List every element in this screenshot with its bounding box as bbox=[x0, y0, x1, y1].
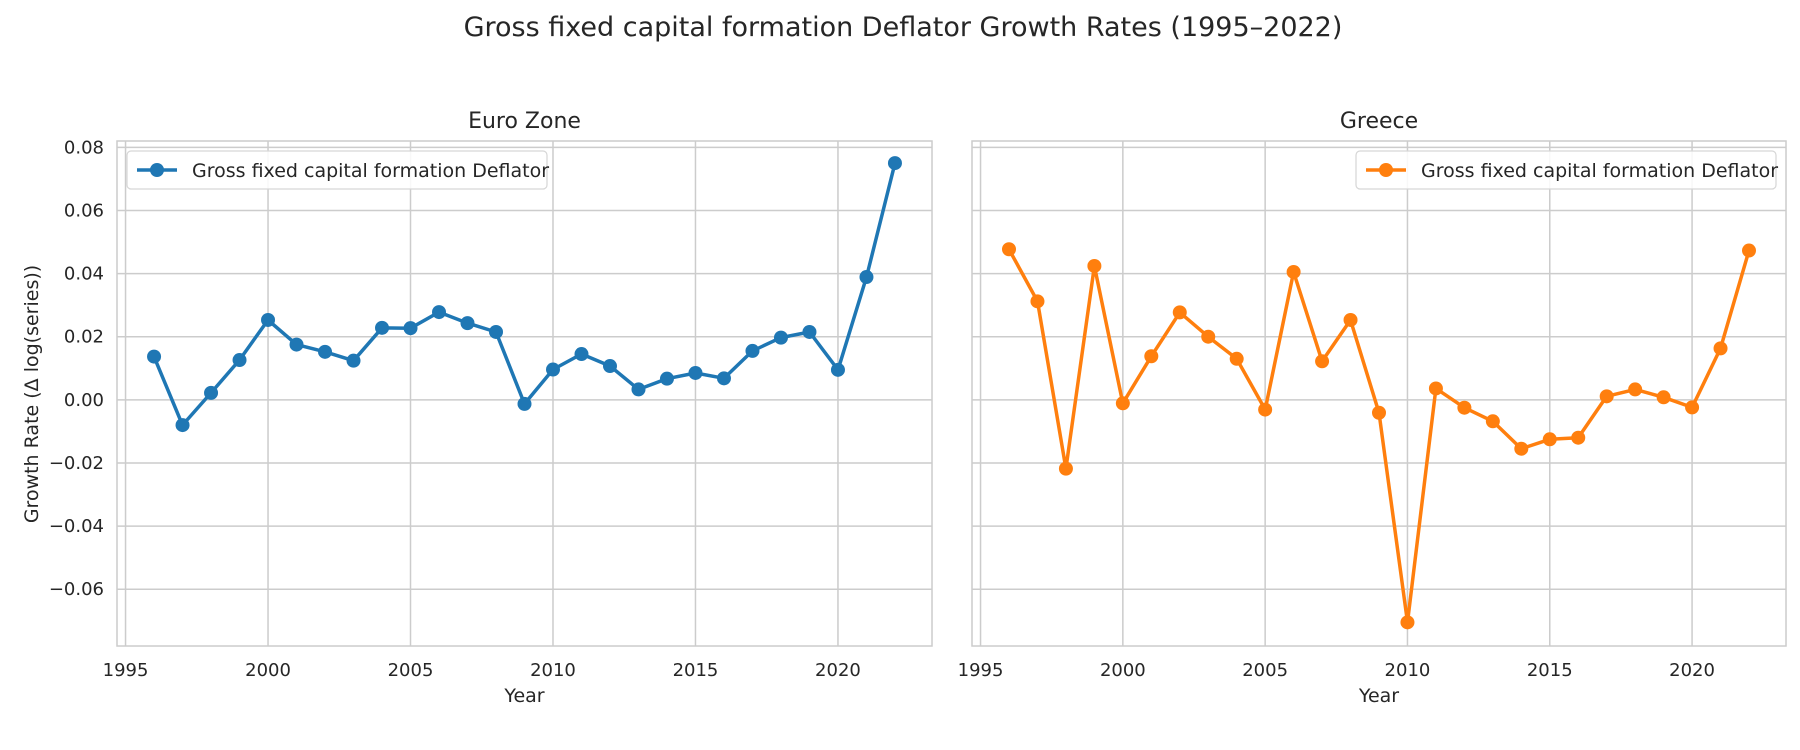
data-point bbox=[1656, 390, 1671, 405]
data-point bbox=[1514, 441, 1529, 456]
data-point bbox=[1400, 615, 1415, 630]
x-tick-label: 1995 bbox=[103, 660, 149, 681]
y-tick-label: −0.04 bbox=[49, 516, 104, 537]
data-point bbox=[1343, 312, 1358, 327]
data-point bbox=[802, 324, 817, 339]
data-point bbox=[517, 396, 532, 411]
legend-label: Gross fixed capital formation Deflator bbox=[1421, 160, 1778, 182]
data-point bbox=[688, 365, 703, 380]
data-point bbox=[1058, 461, 1073, 476]
y-tick-label: −0.02 bbox=[49, 453, 104, 474]
data-point bbox=[859, 270, 874, 285]
data-point bbox=[1428, 381, 1443, 396]
data-point bbox=[1542, 432, 1557, 447]
data-point bbox=[204, 385, 219, 400]
x-tick-label: 2020 bbox=[815, 660, 861, 681]
data-point bbox=[1742, 243, 1756, 258]
data-point bbox=[1002, 242, 1016, 257]
data-point bbox=[232, 353, 247, 368]
data-point bbox=[1030, 294, 1045, 309]
data-point bbox=[830, 362, 845, 377]
data-point bbox=[403, 321, 418, 336]
data-point bbox=[289, 337, 304, 352]
plot-area bbox=[117, 141, 932, 646]
data-point bbox=[261, 312, 276, 327]
legend-box bbox=[126, 150, 548, 190]
data-point bbox=[1115, 396, 1130, 411]
x-tick-label: 2005 bbox=[1242, 660, 1288, 681]
panel-euro-zone: 1995 2000 2005 2010 2015 2020 −0.06 −0.04 −0.02 0… bbox=[49, 109, 933, 707]
data-point bbox=[1685, 400, 1700, 415]
x-tick-label: 2010 bbox=[530, 660, 576, 681]
data-point bbox=[1599, 389, 1614, 404]
y-tick-label: 0.02 bbox=[64, 327, 104, 348]
data-point bbox=[1571, 430, 1586, 445]
data-point bbox=[1485, 414, 1500, 429]
data-point bbox=[175, 418, 190, 433]
x-tick-label: 2000 bbox=[1100, 660, 1146, 681]
data-point bbox=[887, 156, 902, 171]
data-point bbox=[1172, 305, 1187, 320]
y-tick-label: 0.00 bbox=[64, 390, 104, 411]
data-point bbox=[602, 359, 617, 374]
x-tick-label: 2000 bbox=[245, 660, 291, 681]
data-point bbox=[147, 349, 162, 364]
panel-title: Euro Zone bbox=[468, 109, 581, 134]
x-tick-label: 1995 bbox=[958, 660, 1004, 681]
x-tick-label: 2015 bbox=[673, 660, 719, 681]
figure-title: Gross fixed capital formation Deflator G… bbox=[464, 12, 1343, 43]
legend-marker bbox=[1379, 163, 1393, 177]
data-point bbox=[773, 330, 788, 345]
x-axis-label: Year bbox=[1358, 685, 1399, 707]
data-point bbox=[1286, 264, 1301, 279]
x-tick-label: 2010 bbox=[1385, 660, 1431, 681]
data-point bbox=[1144, 349, 1159, 364]
x-tick-label: 2020 bbox=[1669, 660, 1715, 681]
panel-title: Greece bbox=[1340, 109, 1418, 134]
data-point bbox=[1628, 382, 1643, 397]
y-axis-label: Growth Rate (Δ log(series)) bbox=[21, 265, 43, 523]
y-tick-label: 0.04 bbox=[64, 264, 104, 285]
data-point bbox=[1229, 351, 1244, 366]
data-point bbox=[346, 353, 361, 368]
data-point bbox=[318, 344, 333, 359]
y-tick-label: 0.08 bbox=[64, 137, 104, 158]
data-point bbox=[1258, 402, 1273, 417]
panel-greece: 1995 2000 2005 2010 2015 2020 Greece Year Gross … bbox=[958, 109, 1787, 707]
data-point bbox=[1713, 341, 1728, 356]
axes-frame bbox=[971, 140, 1787, 647]
data-point bbox=[1315, 354, 1330, 369]
data-point bbox=[375, 320, 390, 335]
legend: Gross fixed capital formation Deflator bbox=[1355, 150, 1778, 190]
x-axis-label: Year bbox=[503, 685, 544, 707]
axes-frame bbox=[116, 140, 933, 647]
y-tick-label: 0.06 bbox=[64, 200, 104, 221]
data-point bbox=[489, 324, 504, 339]
data-point bbox=[1087, 258, 1102, 273]
y-tick-label: −0.06 bbox=[49, 579, 104, 600]
data-point bbox=[659, 371, 674, 386]
data-point bbox=[1457, 400, 1472, 415]
data-point bbox=[1372, 405, 1386, 420]
data-point bbox=[460, 316, 475, 331]
legend-marker bbox=[150, 163, 164, 177]
data-point bbox=[574, 347, 589, 362]
data-point bbox=[1201, 329, 1216, 344]
legend-label: Gross fixed capital formation Deflator bbox=[192, 160, 549, 182]
x-tick-label: 2015 bbox=[1527, 660, 1573, 681]
data-point bbox=[545, 362, 560, 377]
data-point bbox=[716, 371, 731, 386]
data-point bbox=[432, 305, 447, 320]
legend: Gross fixed capital formation Deflator bbox=[126, 150, 549, 190]
data-point bbox=[745, 343, 760, 358]
legend-box bbox=[1355, 150, 1777, 190]
data-point bbox=[631, 382, 646, 397]
x-tick-label: 2005 bbox=[388, 660, 434, 681]
